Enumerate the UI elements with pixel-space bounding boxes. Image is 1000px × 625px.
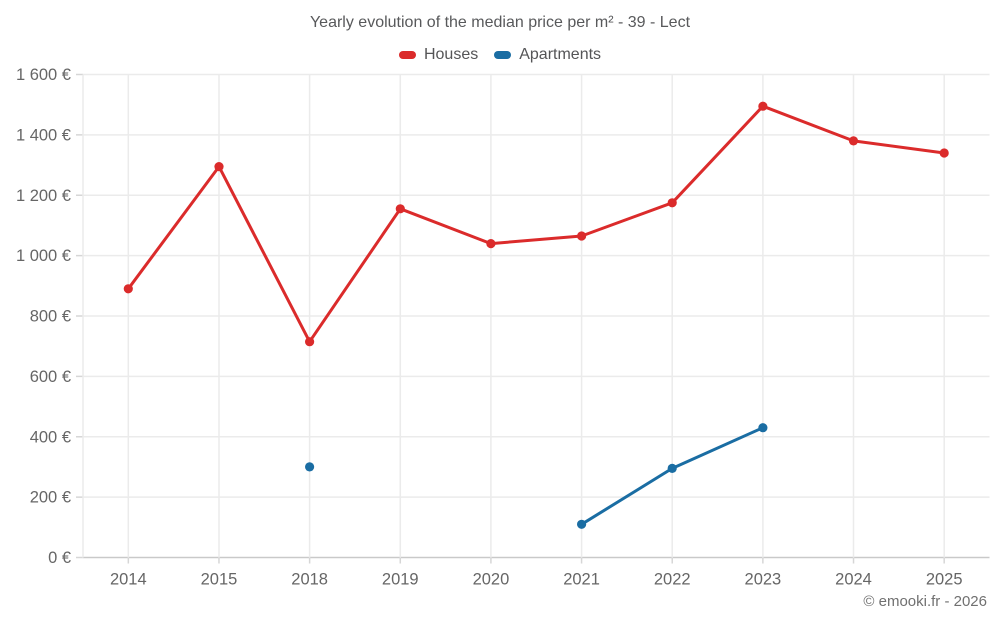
- houses-marker: [758, 101, 768, 111]
- y-axis-tick-label: 0 €: [48, 549, 71, 567]
- houses-marker: [939, 148, 949, 158]
- chart-legend: Houses Apartments: [0, 46, 1000, 64]
- houses-legend-swatch: [398, 51, 416, 59]
- x-axis-tick-label: 2022: [654, 571, 691, 589]
- houses-marker: [486, 239, 496, 249]
- apartments-marker: [667, 463, 677, 473]
- x-axis-tick-label: 2020: [473, 571, 510, 589]
- houses-marker: [123, 284, 133, 294]
- y-axis-tick-label: 1 200 €: [16, 187, 71, 205]
- x-axis-tick-label: 2018: [291, 571, 328, 589]
- x-axis-tick-label: 2025: [926, 571, 963, 589]
- x-axis-tick-label: 2014: [110, 571, 147, 589]
- y-axis-tick-label: 400 €: [30, 428, 71, 446]
- houses-legend-label: Houses: [423, 46, 479, 63]
- y-axis-tick-label: 800 €: [30, 308, 71, 326]
- legend-item-apartments[interactable]: Apartments: [494, 46, 601, 64]
- y-axis-tick-label: 1 600 €: [16, 66, 71, 84]
- y-axis-tick-label: 600 €: [30, 368, 71, 386]
- houses-marker: [305, 337, 315, 347]
- apartments-marker: [577, 519, 587, 529]
- apartments-marker: [758, 423, 768, 433]
- houses-marker: [577, 231, 587, 241]
- apartments-marker: [305, 462, 315, 472]
- x-axis-tick-label: 2019: [382, 571, 419, 589]
- x-axis-tick-label: 2015: [201, 571, 238, 589]
- apartments-legend-swatch: [494, 51, 512, 59]
- y-axis-tick-label: 1 400 €: [16, 126, 71, 144]
- houses-line: [126, 104, 946, 344]
- houses-marker: [214, 162, 224, 172]
- houses-marker: [848, 136, 859, 146]
- chart-title: Yearly evolution of the median price per…: [309, 14, 691, 31]
- copyright-text: © emooki.fr - 2026: [863, 593, 987, 610]
- x-axis-tick-label: 2021: [563, 571, 600, 589]
- legend-item-houses[interactable]: Houses: [398, 46, 479, 64]
- houses-marker: [667, 198, 677, 208]
- houses-marker: [395, 204, 405, 214]
- x-axis-tick-label: 2024: [835, 571, 872, 589]
- y-axis-tick-label: 200 €: [30, 489, 71, 507]
- y-axis-tick-label: 1 000 €: [16, 247, 71, 265]
- x-axis-tick-label: 2023: [745, 571, 782, 589]
- apartments-legend-label: Apartments: [519, 46, 602, 63]
